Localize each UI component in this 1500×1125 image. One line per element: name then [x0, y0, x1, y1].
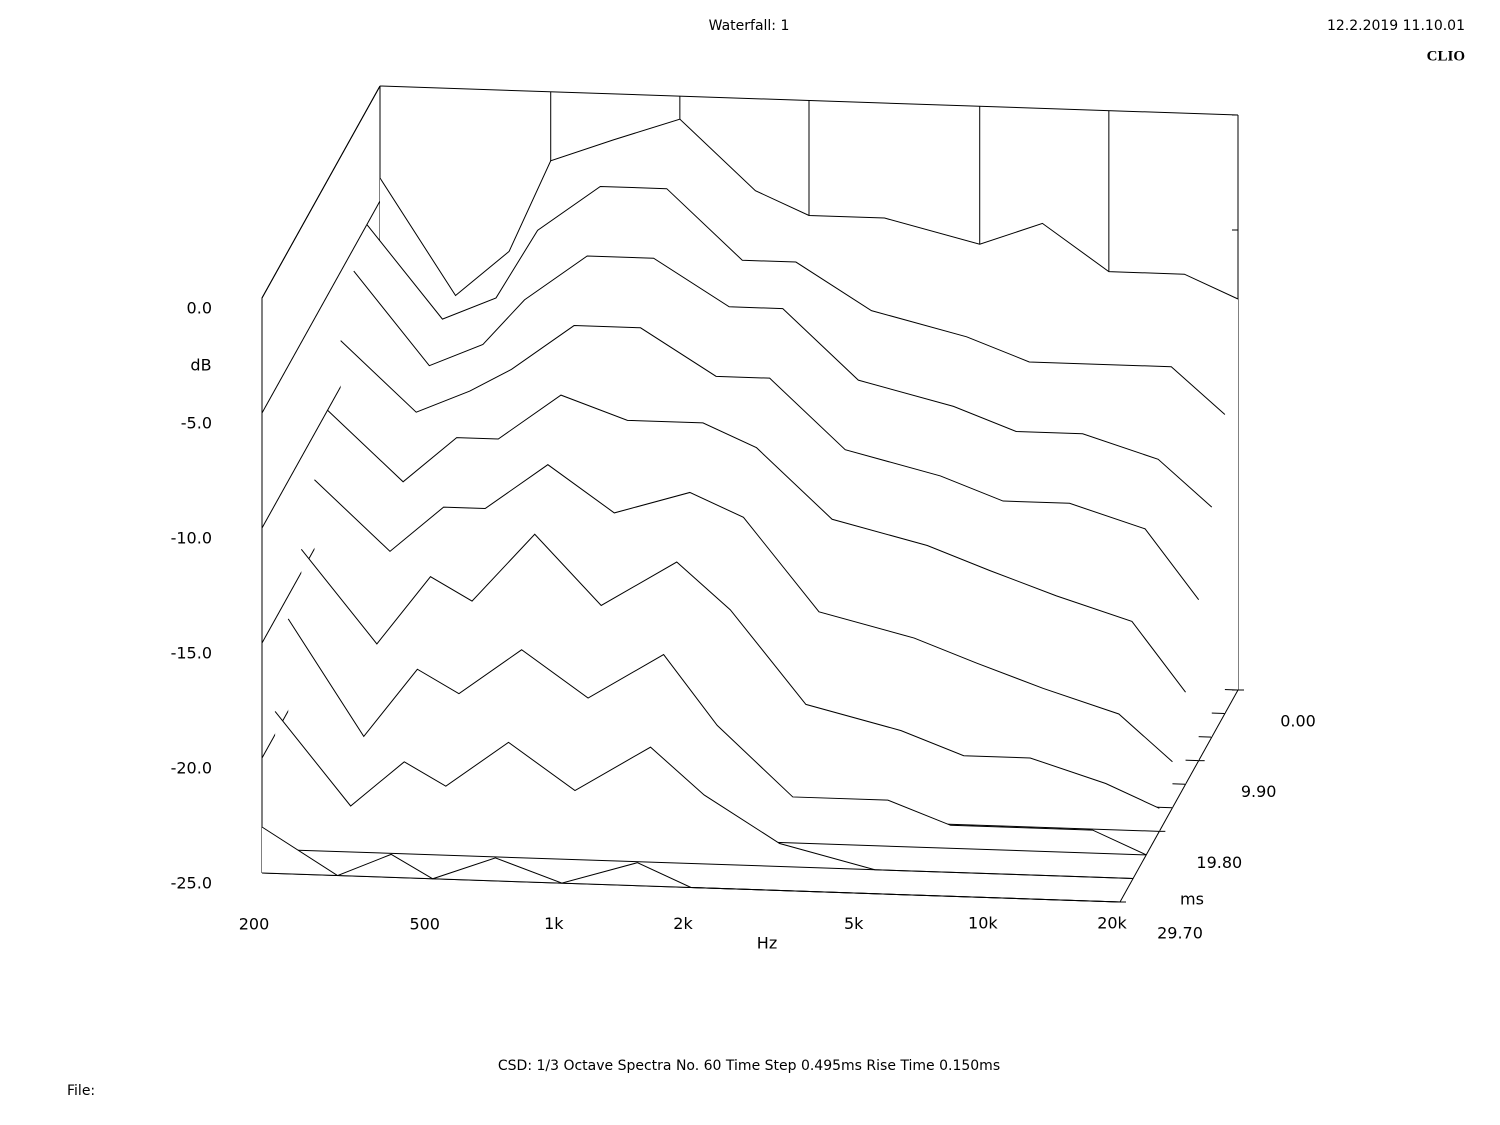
y-axis-label: dB: [190, 356, 211, 375]
grid-line: [261, 200, 381, 414]
z-tick-label: 0.00: [1280, 712, 1316, 731]
z-tick-label: 19.80: [1196, 853, 1242, 872]
axis-frame: [1119, 689, 1239, 903]
z-tick-label: 29.70: [1157, 924, 1203, 943]
footer: CSD: 1/3 Octave Spectra No. 60 Time Step…: [498, 1058, 1000, 1074]
y-tick-label: -10.0: [171, 529, 212, 548]
spectrum: [327, 394, 1186, 693]
x-tick-label: 2k: [673, 914, 693, 933]
x-tick-label: 1k: [544, 914, 564, 933]
timestamp: 12.2.2019 11.10.01: [1327, 18, 1465, 34]
x-tick-label: 5k: [844, 914, 864, 933]
spectrum: [300, 533, 1160, 809]
x-tick-label: 200: [239, 915, 270, 934]
spectrum: [353, 255, 1213, 508]
x-axis-label: Hz: [757, 934, 777, 953]
chart-title: Waterfall: 1: [709, 18, 790, 34]
z-axis-label: ms: [1180, 890, 1204, 909]
spectrum: [366, 185, 1226, 415]
spectrum: [287, 618, 1147, 856]
spectrum: [314, 464, 1173, 763]
y-tick-label: -15.0: [171, 644, 212, 663]
spectrum: [379, 118, 1239, 300]
y-tick-label: -20.0: [171, 759, 212, 778]
x-tick-label: 10k: [968, 914, 998, 933]
y-tick-label: -5.0: [181, 414, 212, 433]
z-tick-label: 9.90: [1241, 782, 1277, 801]
brand: CLIO: [1427, 48, 1465, 64]
file-label: File:: [67, 1083, 95, 1099]
y-tick-label: 0.0: [187, 299, 212, 318]
y-tick-label: -25.0: [171, 874, 212, 893]
x-tick-label: 500: [409, 914, 440, 933]
grid-line: [261, 85, 381, 299]
slice-floor: [261, 872, 1121, 903]
spectrum: [340, 325, 1200, 600]
x-tick-label: 20k: [1097, 914, 1127, 933]
slice-floor: [275, 848, 1134, 879]
